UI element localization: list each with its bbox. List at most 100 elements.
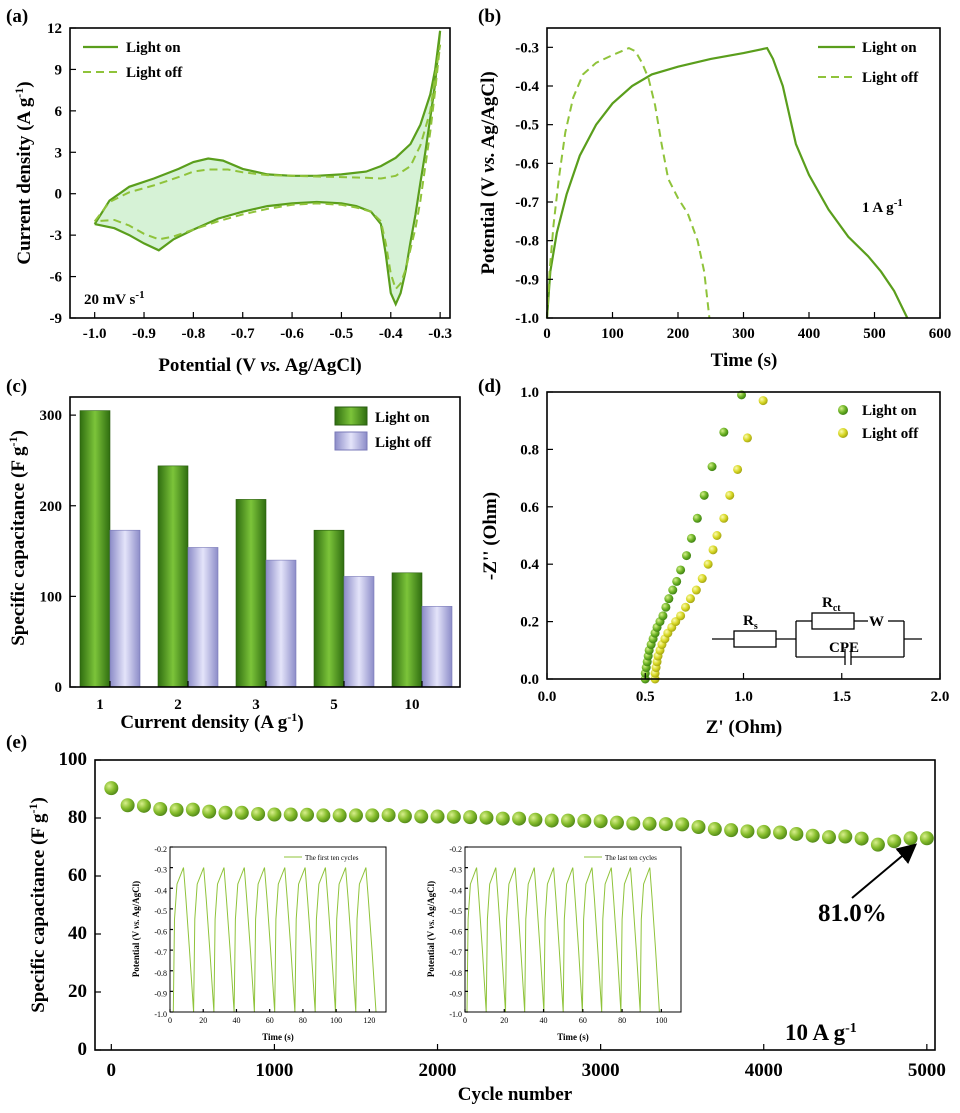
cycling-point [397,809,412,824]
pi2-y-tick-label: -0.7 [449,948,462,957]
equivalent-circuit [712,612,922,665]
bar-light-on [235,499,267,688]
cv-x-tick-label: -0.5 [330,326,354,342]
bar-light-off [421,606,453,688]
cv-x-tick-label: -0.7 [231,326,255,342]
last-cycles-inset: 0 20 40 60 80 100 -1.0 -0.9 -0.8 -0.7 -0.6 -0.5 -0.4… [426,840,698,1042]
nyquist-legend-off-label: Light off [862,426,919,442]
nyquist-point-light-off [676,611,686,621]
nyquist-point-light-on [658,611,668,621]
bar-y-axis-label: Specific capacitance (F g-1) [6,430,29,646]
cycling-y-tick-label: 40 [68,923,87,944]
nyquist-point-light-on [664,594,674,604]
gcd-light-on-curve [545,46,909,319]
retention-label: 81.0% [818,900,887,927]
nyquist-point-light-on [692,513,702,523]
gcd-y-axis-label: Potential (V vs. Ag/AgCl) [478,71,499,274]
bar-light-off [187,547,219,688]
bar-plot-frame [69,396,461,688]
nyquist-x-axis-label: Z' (Ohm) [706,717,783,738]
gcd-legend-off-label: Light off [862,70,919,86]
cycling-point [169,802,184,817]
nyquist-point-light-on [699,490,709,500]
cycling-x-tick-label: 3000 [582,1060,620,1081]
gcd-y-tick-label: -0.9 [515,272,539,288]
pi1-x-tick-label: 120 [363,1016,375,1025]
panel-label-a: (a) [6,6,28,27]
cv-x-tick-label: -0.6 [280,326,304,342]
cycling-point [870,837,885,852]
cycling-point [153,802,168,817]
cycling-point [348,808,363,823]
pi2-x-tick-label: 20 [500,1016,508,1025]
cv-x-tick-label: -0.9 [132,326,156,342]
cycling-point [479,810,494,825]
cycling-point [756,824,771,839]
gcd-x-tick-label: 300 [732,326,755,342]
cycling-point [691,819,706,834]
gcd-y-tick-label: -0.8 [515,234,539,250]
cycling-point [185,802,200,817]
nyquist-point-light-on [682,551,692,561]
nyquist-x-tick-label: 0.0 [538,689,557,705]
bar-light-off [343,576,375,688]
bar-x-tick-label: 2 [174,697,182,713]
circuit-rct-label: Rct [822,595,841,614]
cycling-point [561,813,576,828]
gcd-x-tick-label: 600 [929,326,952,342]
cycling-point [381,808,396,823]
pi2-y-tick-label: -0.9 [449,989,462,998]
panel-label-b: (b) [478,6,501,27]
pi2-y-tick-label: -0.8 [449,969,462,978]
nyquist-point-light-off [733,464,743,474]
cycling-x-tick-label: 5000 [908,1060,946,1081]
gcd-x-axis-label: Time (s) [711,350,778,371]
nyquist-point-light-off [708,545,718,555]
cv-light-off-curve [93,44,442,291]
pi1-y-tick-label: -0.9 [154,989,167,998]
nyquist-point-light-off [742,433,752,443]
cycling-x-axis-label: Cycle number [458,1084,573,1105]
bar-x-tick-label: 1 [96,697,104,713]
pi2-y-tick-label: -0.3 [449,866,462,875]
gcd-x-tick-label: 0 [543,326,551,342]
cycling-point [267,807,282,822]
nyquist-point-light-off [719,513,729,523]
nyquist-point-light-on [707,462,717,472]
cv-y-tick-label: -3 [50,228,63,244]
cv-chart: -1.0 -0.9 -0.8 -0.7 -0.6 -0.5 -0.4 -0.3 -9 -6 -3 0 3… [12,21,452,376]
bar-x-tick-label: 10 [405,697,420,713]
panel-label-e: (e) [6,732,27,753]
cycling-point [724,823,739,838]
nyquist-point-light-on [672,576,682,586]
cycling-point [658,817,673,832]
retention-arrow [851,843,918,899]
cv-y-tick-label: 3 [55,145,63,161]
cycling-point [887,834,902,849]
bar-light-off [265,559,297,688]
cv-light-on-curve [93,30,442,307]
bar-legend-off-label: Light off [375,435,432,451]
gcd-chart: 0 100 200 300 400 500 600 -1.0 -0.9 -0.8 -0.7 -0.6 -… [478,27,952,371]
panel-label-d: (d) [478,376,501,397]
nyquist-y-tick-label: 0.8 [520,442,539,458]
bar-x-tick-label: 3 [252,697,260,713]
cycling-point [919,831,934,846]
nyquist-legend-on-label: Light on [862,403,917,419]
nyquist-point-light-off [725,490,735,500]
cycling-point [446,809,461,824]
nyquist-y-tick-label: 1.0 [520,385,539,401]
cycling-y-tick-label: 100 [59,749,88,770]
cv-x-tick-label: -0.8 [182,326,206,342]
nyquist-legend-off-marker [838,428,848,438]
cycling-x-tick-label: 2000 [419,1060,457,1081]
bar-light-on [79,410,111,688]
cycling-y-tick-label: 20 [68,981,87,1002]
bar-x-tick-label: 5 [330,697,338,713]
cycling-point [903,831,918,846]
pi1-y-tick-label: -0.4 [154,886,167,895]
cycling-plot-frame [94,759,936,1051]
bar-chart: 1 2 3 5 10 0 100 200 300 Light on Light off Cur… [6,396,461,733]
cycling-y-tick-label: 80 [68,807,87,828]
cycling-point [593,814,608,829]
